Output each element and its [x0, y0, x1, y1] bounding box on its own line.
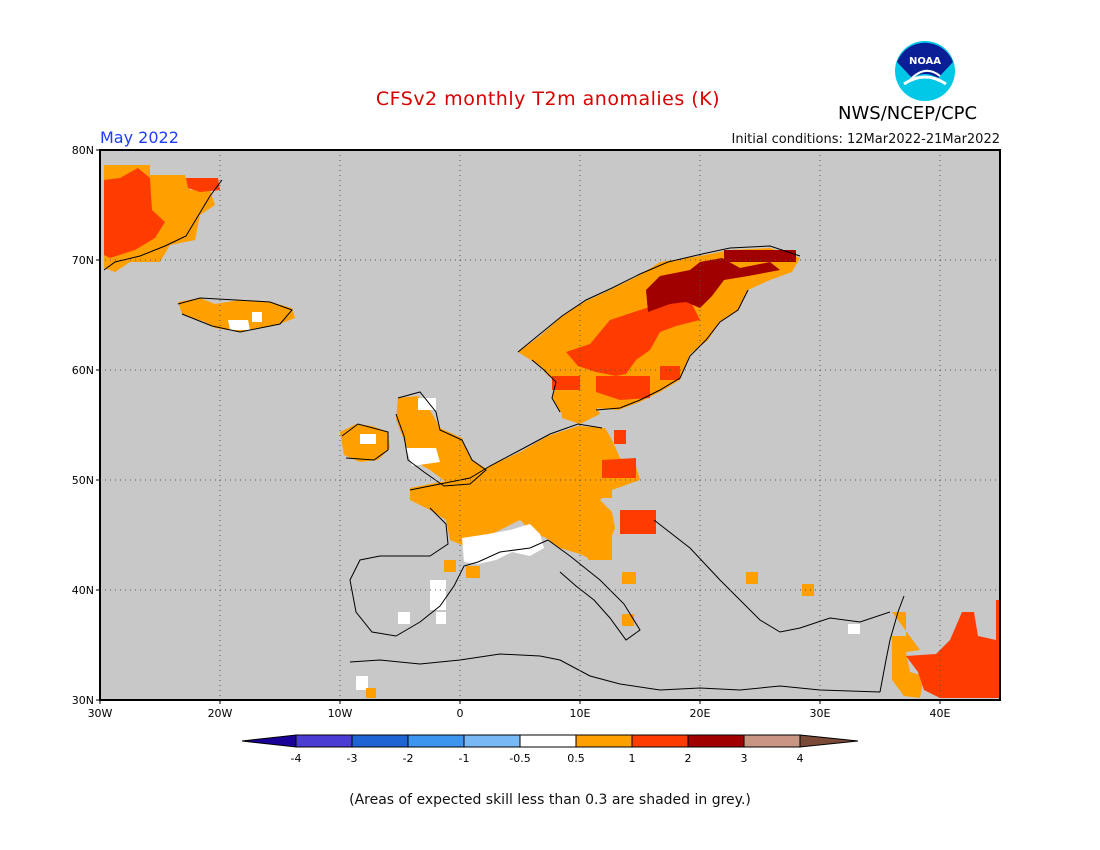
lat-label: 80N [72, 144, 94, 157]
southeast-europe-anomaly [622, 572, 860, 634]
colorbar-segment [407, 734, 465, 748]
logo-text: NOAA [909, 56, 941, 67]
colorbar-labels: -4 -3 -2 -1 -0.5 0.5 1 2 3 4 [291, 752, 804, 765]
colorbar-label: -4 [291, 752, 302, 765]
lon-label: 20E [690, 707, 711, 720]
lon-label: 40E [930, 707, 951, 720]
iceland-anomaly [178, 298, 295, 332]
lat-label: 70N [72, 254, 94, 267]
colorbar-label: -0.5 [509, 752, 530, 765]
colorbar [241, 734, 859, 748]
footnote: (Areas of expected skill less than 0.3 a… [349, 792, 751, 808]
colorbar-segment [351, 734, 409, 748]
western-europe-anomaly [410, 426, 656, 564]
month-label: May 2022 [100, 128, 179, 147]
agency-label: NWS/NCEP/CPC [838, 103, 978, 124]
greenland-anomaly [104, 165, 220, 272]
colorbar-segment [463, 734, 521, 748]
colorbar-segment [241, 734, 297, 748]
lon-label: 10E [570, 707, 591, 720]
lat-label: 30N [72, 694, 94, 707]
lon-label: 20W [208, 707, 233, 720]
lat-label: 60N [72, 364, 94, 377]
colorbar-segment [295, 734, 353, 748]
colorbar-label: 2 [685, 752, 692, 765]
map-frame [99, 149, 1001, 701]
colorbar-segment [687, 734, 745, 748]
colorbar-segment [799, 734, 859, 748]
colorbar-label: 1 [629, 752, 636, 765]
colorbar-label: 4 [797, 752, 804, 765]
colorbar-label: 0.5 [567, 752, 585, 765]
chart-title: CFSv2 monthly T2m anomalies (K) [375, 88, 721, 110]
coastlines [103, 179, 905, 693]
latitude-labels: 80N 70N 60N 50N 40N 30N [72, 144, 94, 707]
scandinavia-anomaly [518, 248, 800, 424]
tick-marks [96, 149, 941, 704]
lon-label: 30W [88, 707, 113, 720]
british-isles-anomaly [340, 396, 488, 485]
lon-label: 10W [328, 707, 353, 720]
colorbar-label: -3 [347, 752, 358, 765]
graticule [100, 150, 1000, 700]
longitude-labels: 30W 20W 10W 0 10E 20E 30E 40E [88, 707, 951, 720]
colorbar-label: 3 [741, 752, 748, 765]
colorbar-segment [743, 734, 801, 748]
colorbar-segment [631, 734, 689, 748]
map-background [100, 150, 1000, 700]
colorbar-label: -1 [459, 752, 470, 765]
lon-label: 0 [457, 707, 464, 720]
initial-conditions: Initial conditions: 12Mar2022-21Mar2022 [731, 132, 1001, 147]
noaa-logo-icon: NOAA [895, 41, 955, 101]
lat-label: 50N [72, 474, 94, 487]
lon-label: 30E [810, 707, 831, 720]
colorbar-label: -2 [403, 752, 414, 765]
lat-label: 40N [72, 584, 94, 597]
colorbar-segment [519, 734, 577, 748]
colorbar-segment [575, 734, 633, 748]
